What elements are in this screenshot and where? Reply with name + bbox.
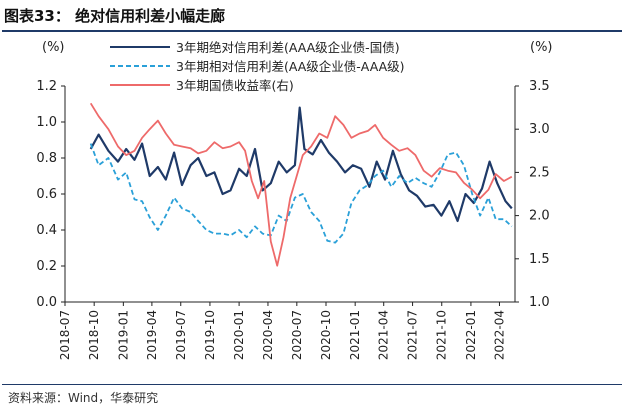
x-tick-label: 2019-04 [145,310,159,360]
series-line-1 [89,106,513,223]
right-tick-label: 1.5 [529,252,550,267]
left-tick-label: 0.0 [36,295,57,310]
title-rule [2,30,622,32]
left-tick-label: 1.2 [36,79,57,94]
right-tick-label: 2.0 [529,209,550,224]
series-line-2 [89,143,513,244]
x-tick-label: 2021-01 [348,310,362,360]
right-tick-label: 3.0 [529,122,550,137]
left-tick-label: 0.4 [36,223,57,238]
line-chart: (%) (%) 0.0 0.2 0.4 0.6 0.8 1.0 1.2 1.0 1.5 2.0 2.5 3… [36,40,553,360]
x-tick-label: 2020-07 [290,310,304,360]
right-tick-label: 1.0 [529,295,550,310]
x-tick-label: 2020-01 [232,310,246,360]
left-tick-label: 0.8 [36,151,57,166]
left-axis-unit: (%) [42,40,65,55]
right-tick-label: 2.5 [529,165,550,180]
x-tick-label: 2021-04 [377,310,391,360]
figure-title: 图表33： 绝对信用利差小幅走廊 [4,7,226,25]
x-tick-label: 2019-07 [174,310,188,360]
x-tick-label: 2022-04 [492,310,506,360]
title-bar: 图表33： 绝对信用利差小幅走廊 [0,0,625,34]
right-tick-label: 3.5 [529,79,550,94]
legend-label-2: 3年期相对信用利差(AA级企业债-AAA级) [176,59,405,74]
x-tick-label: 2022-01 [464,310,478,360]
x-tick-label: 2018-10 [87,310,101,360]
series-line-3 [89,102,513,267]
x-tick-label: 2018-07 [58,310,72,360]
legend-label-1: 3年期绝对信用利差(AAA级企业债-国债) [176,40,400,55]
x-tick-label: 2020-10 [319,310,333,360]
bottom-rule [2,384,622,385]
right-axis-unit: (%) [530,40,553,55]
x-tick-label: 2019-01 [116,310,130,360]
legend-label-3: 3年期国债收益率(右) [176,78,294,93]
source-note: 资料来源：Wind，华泰研究 [8,391,159,405]
x-tick-label: 2019-10 [203,310,217,360]
x-tick-label: 2021-07 [406,310,420,360]
left-tick-label: 1.0 [36,115,57,130]
left-tick-label: 0.2 [36,259,57,274]
x-tick-label: 2021-10 [435,310,449,360]
left-tick-label: 0.6 [36,187,57,202]
x-tick-label: 2020-04 [261,310,275,360]
